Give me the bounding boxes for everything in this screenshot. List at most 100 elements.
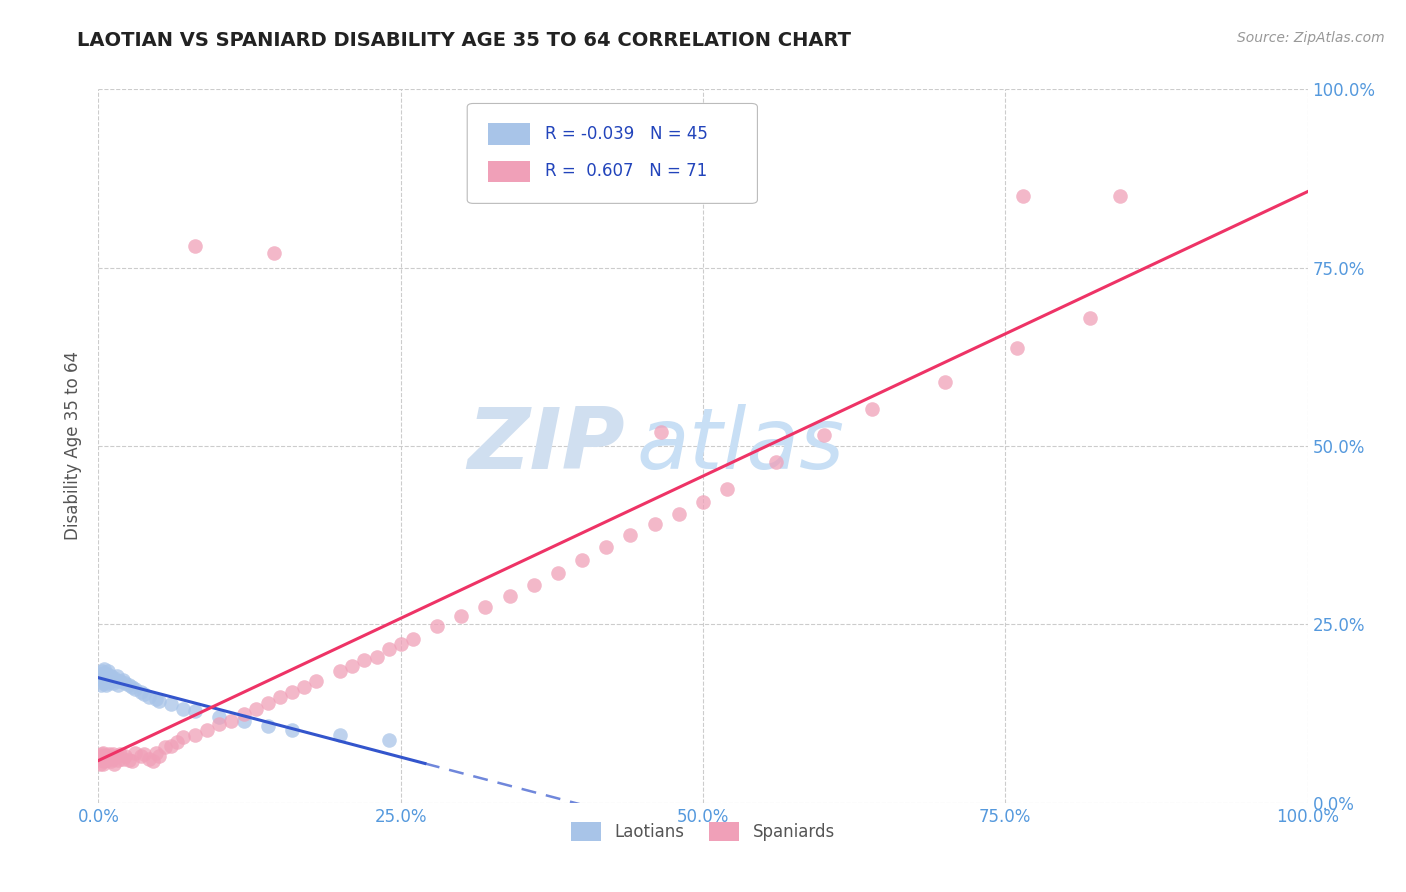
Point bbox=[245, 701, 267, 715]
Point bbox=[160, 739, 183, 753]
Legend: Laotians, Spaniards: Laotians, Spaniards bbox=[564, 815, 842, 848]
Point bbox=[114, 676, 136, 690]
Point bbox=[184, 728, 207, 742]
Point bbox=[765, 455, 787, 469]
Point bbox=[668, 507, 690, 521]
Point bbox=[342, 658, 364, 673]
Point bbox=[813, 428, 835, 442]
Point bbox=[172, 730, 194, 744]
FancyBboxPatch shape bbox=[488, 161, 530, 182]
Point bbox=[571, 553, 593, 567]
Point bbox=[221, 714, 243, 728]
Point bbox=[90, 667, 112, 681]
Point bbox=[547, 566, 569, 580]
Point bbox=[426, 619, 449, 633]
Point bbox=[100, 673, 122, 687]
Point bbox=[377, 642, 399, 657]
Point bbox=[269, 690, 291, 705]
Point bbox=[94, 671, 117, 685]
Point bbox=[195, 723, 218, 737]
Point bbox=[619, 528, 641, 542]
Point bbox=[353, 653, 375, 667]
Point bbox=[716, 482, 738, 496]
Point bbox=[100, 674, 122, 689]
Point bbox=[107, 753, 129, 767]
Point bbox=[208, 717, 231, 731]
Point bbox=[402, 632, 425, 646]
Point bbox=[93, 755, 115, 769]
Point bbox=[90, 678, 112, 692]
Point bbox=[100, 669, 122, 683]
Point bbox=[172, 701, 194, 715]
Point bbox=[366, 649, 388, 664]
Point bbox=[98, 671, 121, 685]
Point bbox=[94, 678, 117, 692]
Point bbox=[145, 746, 167, 760]
Point bbox=[1007, 341, 1029, 355]
Point bbox=[90, 749, 112, 764]
Point bbox=[934, 375, 956, 389]
Point bbox=[91, 753, 114, 767]
Point bbox=[153, 740, 176, 755]
Point bbox=[148, 694, 170, 708]
Point bbox=[644, 517, 666, 532]
Point bbox=[105, 749, 128, 764]
Point bbox=[97, 676, 120, 690]
Point bbox=[281, 685, 304, 699]
Point bbox=[1012, 189, 1035, 203]
Point bbox=[94, 753, 117, 767]
Point bbox=[91, 673, 114, 687]
Point bbox=[134, 687, 156, 701]
Point bbox=[208, 710, 231, 724]
Point bbox=[93, 674, 115, 689]
Y-axis label: Disability Age 35 to 64: Disability Age 35 to 64 bbox=[65, 351, 83, 541]
Point bbox=[91, 747, 114, 762]
Point bbox=[96, 673, 118, 687]
Point bbox=[498, 589, 520, 603]
Point bbox=[91, 664, 114, 678]
Point bbox=[103, 671, 125, 685]
Point bbox=[1109, 189, 1132, 203]
Point bbox=[91, 756, 114, 771]
Point bbox=[89, 671, 111, 685]
Point bbox=[138, 690, 160, 705]
Point bbox=[450, 608, 472, 623]
Point bbox=[111, 673, 134, 687]
Point bbox=[108, 747, 131, 762]
Point bbox=[89, 756, 111, 771]
Point bbox=[281, 723, 304, 737]
Point bbox=[118, 678, 141, 692]
Point bbox=[145, 692, 167, 706]
Point bbox=[97, 749, 120, 764]
Point bbox=[91, 676, 114, 690]
Point bbox=[93, 662, 115, 676]
Point bbox=[256, 719, 278, 733]
Point bbox=[256, 696, 278, 710]
Point bbox=[93, 665, 115, 680]
Point bbox=[129, 685, 152, 699]
Text: Source: ZipAtlas.com: Source: ZipAtlas.com bbox=[1237, 31, 1385, 45]
Point bbox=[104, 673, 127, 687]
Point bbox=[129, 749, 152, 764]
Point bbox=[124, 746, 146, 760]
FancyBboxPatch shape bbox=[488, 123, 530, 145]
Point bbox=[860, 401, 883, 416]
Point bbox=[93, 749, 115, 764]
Point bbox=[692, 494, 714, 508]
Point bbox=[96, 667, 118, 681]
Point bbox=[98, 747, 121, 762]
Point bbox=[134, 747, 156, 762]
Point bbox=[305, 674, 328, 689]
Point bbox=[91, 669, 114, 683]
Point bbox=[103, 756, 125, 771]
Point bbox=[114, 749, 136, 764]
Text: atlas: atlas bbox=[637, 404, 845, 488]
Point bbox=[166, 735, 188, 749]
Point bbox=[111, 751, 134, 765]
Point bbox=[474, 599, 496, 614]
Point bbox=[232, 706, 254, 721]
Point bbox=[650, 425, 672, 439]
Point bbox=[91, 746, 114, 760]
Point bbox=[101, 676, 124, 690]
Point bbox=[107, 678, 129, 692]
